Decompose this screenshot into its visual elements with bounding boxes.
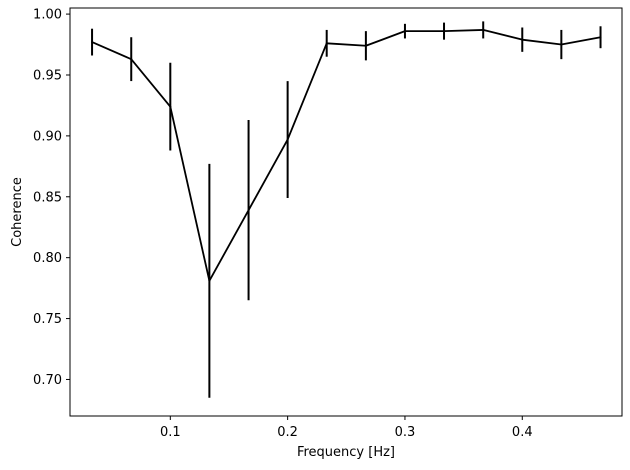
- data-point: [130, 58, 133, 61]
- axes: 0.1 0.2 0.3 0.4 0.70 0.75 0.80 0.85 0.90 0.95 1.00: [33, 7, 623, 440]
- x-tick-label: 0.3: [395, 425, 416, 440]
- data-point: [364, 44, 367, 47]
- data-point: [482, 28, 485, 31]
- data-point: [521, 38, 524, 41]
- x-tick-label: 0.4: [512, 425, 533, 440]
- data-point: [560, 43, 563, 46]
- y-tick-label: 1.00: [33, 8, 62, 23]
- y-tick-label: 0.85: [33, 190, 62, 205]
- data-point: [208, 279, 211, 282]
- axes-frame: [69, 7, 623, 417]
- data-point: [325, 42, 328, 45]
- y-tick-label: 0.70: [33, 373, 62, 388]
- data-point: [286, 138, 289, 141]
- x-tick-label: 0.1: [160, 425, 181, 440]
- data-point: [91, 41, 94, 44]
- series-0: [91, 21, 602, 398]
- x-axis-label: Frequency [Hz]: [297, 445, 395, 460]
- y-tick-label: 0.80: [33, 251, 62, 266]
- x-tick-label: 0.2: [277, 425, 298, 440]
- data-point: [247, 209, 250, 212]
- series-line: [91, 29, 601, 282]
- data-point: [443, 30, 446, 33]
- y-tick-label: 0.75: [33, 312, 62, 327]
- data-point: [403, 30, 406, 33]
- plot-area: [91, 21, 602, 398]
- data-point: [599, 36, 602, 39]
- data-point: [169, 105, 172, 108]
- y-tick-label: 0.90: [33, 129, 62, 144]
- y-axis-label: Coherence: [10, 177, 25, 247]
- y-tick-label: 0.95: [33, 68, 62, 83]
